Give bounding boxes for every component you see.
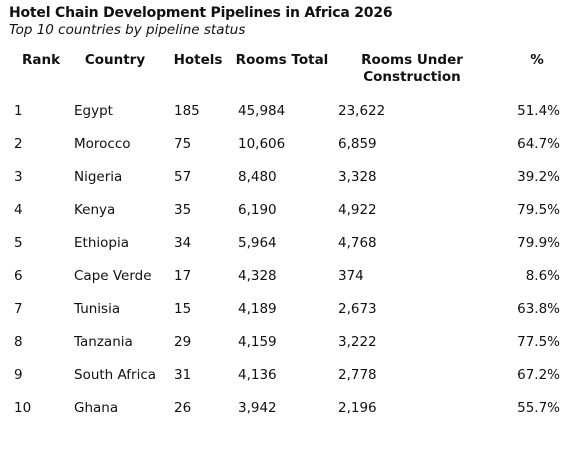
header-hotels: Hotels <box>173 52 223 68</box>
header-country: Country <box>84 52 146 68</box>
chart-subtitle: Top 10 countries by pipeline status <box>9 22 246 38</box>
cell-rooms-total: 4,328 <box>238 268 277 284</box>
cell-rooms-under-construction: 2,673 <box>338 301 377 317</box>
cell-hotels: 29 <box>174 334 192 350</box>
header-rooms-total: Rooms Total <box>235 52 329 68</box>
cell-percent: 67.2% <box>517 367 560 383</box>
cell-hotels: 15 <box>174 301 192 317</box>
cell-rooms-under-construction: 4,922 <box>338 202 377 218</box>
header-rank: Rank <box>22 52 61 68</box>
cell-rank: 9 <box>14 367 23 383</box>
cell-percent: 77.5% <box>517 334 560 350</box>
cell-country: Morocco <box>74 136 131 152</box>
cell-country: Ethiopia <box>74 235 129 251</box>
cell-hotels: 75 <box>174 136 192 152</box>
cell-rank: 8 <box>14 334 23 350</box>
cell-country: Nigeria <box>74 169 123 185</box>
cell-percent: 51.4% <box>517 103 560 119</box>
cell-rooms-total: 5,964 <box>238 235 277 251</box>
cell-country: Cape Verde <box>74 268 152 284</box>
table-row: 8 Tanzania 29 4,159 3,222 77.5% <box>0 325 582 358</box>
table-body: 1 Egypt 185 45,984 23,622 51.4% 2 Morocco 75 10,6… <box>0 94 582 424</box>
table-row: 6 Cape Verde 17 4,328 374 8.6% <box>0 259 582 292</box>
cell-country: Tunisia <box>74 301 121 317</box>
cell-country: Tanzania <box>74 334 133 350</box>
cell-country: Egypt <box>74 103 113 119</box>
cell-hotels: 35 <box>174 202 192 218</box>
pipeline-table: Rank Country Hotels Rooms Total Rooms Un… <box>0 46 582 424</box>
cell-hotels: 26 <box>174 400 192 416</box>
cell-rooms-total: 3,942 <box>238 400 277 416</box>
cell-rank: 7 <box>14 301 23 317</box>
cell-rooms-under-construction: 3,222 <box>338 334 377 350</box>
cell-rooms-under-construction: 2,196 <box>338 400 377 416</box>
cell-percent: 79.9% <box>517 235 560 251</box>
cell-rooms-total: 4,136 <box>238 367 277 383</box>
table-row: 3 Nigeria 57 8,480 3,328 39.2% <box>0 160 582 193</box>
cell-rooms-total: 4,159 <box>238 334 277 350</box>
cell-rooms-total: 10,606 <box>238 136 286 152</box>
cell-hotels: 31 <box>174 367 192 383</box>
cell-hotels: 185 <box>174 103 200 119</box>
chart-title: Hotel Chain Development Pipelines in Afr… <box>9 5 393 21</box>
header-rooms-under-construction: Rooms Under Construction <box>361 52 463 85</box>
cell-country: Kenya <box>74 202 116 218</box>
cell-percent: 55.7% <box>517 400 560 416</box>
cell-percent: 8.6% <box>525 268 560 284</box>
cell-percent: 39.2% <box>517 169 560 185</box>
table-row: 1 Egypt 185 45,984 23,622 51.4% <box>0 94 582 127</box>
header-row: Rank Country Hotels Rooms Total Rooms Un… <box>0 46 582 94</box>
cell-rank: 5 <box>14 235 23 251</box>
cell-rooms-under-construction: 6,859 <box>338 136 377 152</box>
cell-rank: 6 <box>14 268 23 284</box>
cell-rank: 1 <box>14 103 23 119</box>
cell-percent: 79.5% <box>517 202 560 218</box>
cell-hotels: 17 <box>174 268 192 284</box>
table-row: 9 South Africa 31 4,136 2,778 67.2% <box>0 358 582 391</box>
table-row: 5 Ethiopia 34 5,964 4,768 79.9% <box>0 226 582 259</box>
cell-rooms-under-construction: 4,768 <box>338 235 377 251</box>
cell-rooms-total: 6,190 <box>238 202 277 218</box>
cell-rank: 3 <box>14 169 23 185</box>
header-percent: % <box>530 52 544 68</box>
cell-rooms-total: 45,984 <box>238 103 286 119</box>
table-row: 4 Kenya 35 6,190 4,922 79.5% <box>0 193 582 226</box>
cell-rooms-under-construction: 374 <box>338 268 364 284</box>
cell-rooms-under-construction: 23,622 <box>338 103 386 119</box>
cell-rooms-under-construction: 3,328 <box>338 169 377 185</box>
table-row: 7 Tunisia 15 4,189 2,673 63.8% <box>0 292 582 325</box>
cell-country: Ghana <box>74 400 119 416</box>
cell-rooms-total: 8,480 <box>238 169 277 185</box>
table-row: 10 Ghana 26 3,942 2,196 55.7% <box>0 391 582 424</box>
cell-rooms-under-construction: 2,778 <box>338 367 377 383</box>
cell-rooms-total: 4,189 <box>238 301 277 317</box>
cell-rank: 4 <box>14 202 23 218</box>
cell-percent: 64.7% <box>517 136 560 152</box>
cell-percent: 63.8% <box>517 301 560 317</box>
cell-hotels: 57 <box>174 169 192 185</box>
cell-rank: 10 <box>14 400 32 416</box>
cell-country: South Africa <box>74 367 157 383</box>
cell-hotels: 34 <box>174 235 192 251</box>
cell-rank: 2 <box>14 136 23 152</box>
table-row: 2 Morocco 75 10,606 6,859 64.7% <box>0 127 582 160</box>
